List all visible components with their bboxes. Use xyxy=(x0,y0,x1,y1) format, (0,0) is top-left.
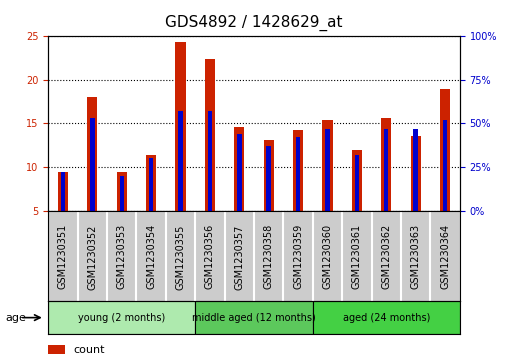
Bar xyxy=(61,172,65,211)
Bar xyxy=(48,301,195,334)
Bar xyxy=(440,89,450,211)
Bar xyxy=(264,140,274,211)
Text: GDS4892 / 1428629_at: GDS4892 / 1428629_at xyxy=(165,15,343,31)
Bar xyxy=(146,155,156,211)
Bar xyxy=(87,97,98,211)
Bar xyxy=(410,136,421,211)
Bar xyxy=(205,59,215,211)
Text: GSM1230363: GSM1230363 xyxy=(410,224,421,289)
Bar xyxy=(381,118,391,211)
Bar xyxy=(90,118,94,211)
Bar xyxy=(175,42,185,211)
Text: GSM1230359: GSM1230359 xyxy=(293,224,303,289)
Bar xyxy=(267,146,271,211)
Text: GSM1230361: GSM1230361 xyxy=(352,224,362,289)
Bar xyxy=(48,345,65,354)
Bar xyxy=(149,158,153,211)
Bar xyxy=(296,137,300,211)
Text: GSM1230355: GSM1230355 xyxy=(176,224,185,290)
Text: GSM1230353: GSM1230353 xyxy=(117,224,126,289)
Text: GSM1230351: GSM1230351 xyxy=(58,224,68,289)
Bar xyxy=(117,172,127,211)
Bar xyxy=(293,130,303,211)
Text: count: count xyxy=(73,344,105,355)
Bar xyxy=(384,129,389,211)
Bar xyxy=(313,301,460,334)
Bar xyxy=(237,134,241,211)
Text: young (2 months): young (2 months) xyxy=(78,313,166,323)
Text: GSM1230362: GSM1230362 xyxy=(382,224,391,289)
Bar xyxy=(119,176,124,211)
Bar xyxy=(325,129,330,211)
Text: middle aged (12 months): middle aged (12 months) xyxy=(192,313,316,323)
Text: GSM1230352: GSM1230352 xyxy=(87,224,98,290)
Text: GSM1230357: GSM1230357 xyxy=(234,224,244,290)
Bar xyxy=(323,120,333,211)
Bar xyxy=(208,111,212,211)
Text: age: age xyxy=(5,313,26,323)
Text: GSM1230364: GSM1230364 xyxy=(440,224,450,289)
Text: GSM1230360: GSM1230360 xyxy=(323,224,332,289)
Bar xyxy=(352,150,362,211)
Text: GSM1230354: GSM1230354 xyxy=(146,224,156,289)
Bar xyxy=(58,172,68,211)
Bar xyxy=(414,129,418,211)
Text: aged (24 months): aged (24 months) xyxy=(342,313,430,323)
Bar xyxy=(355,155,359,211)
Bar xyxy=(195,301,313,334)
Text: GSM1230358: GSM1230358 xyxy=(264,224,274,289)
Bar xyxy=(178,111,183,211)
Bar xyxy=(234,127,244,211)
Bar xyxy=(443,120,447,211)
Text: GSM1230356: GSM1230356 xyxy=(205,224,215,289)
